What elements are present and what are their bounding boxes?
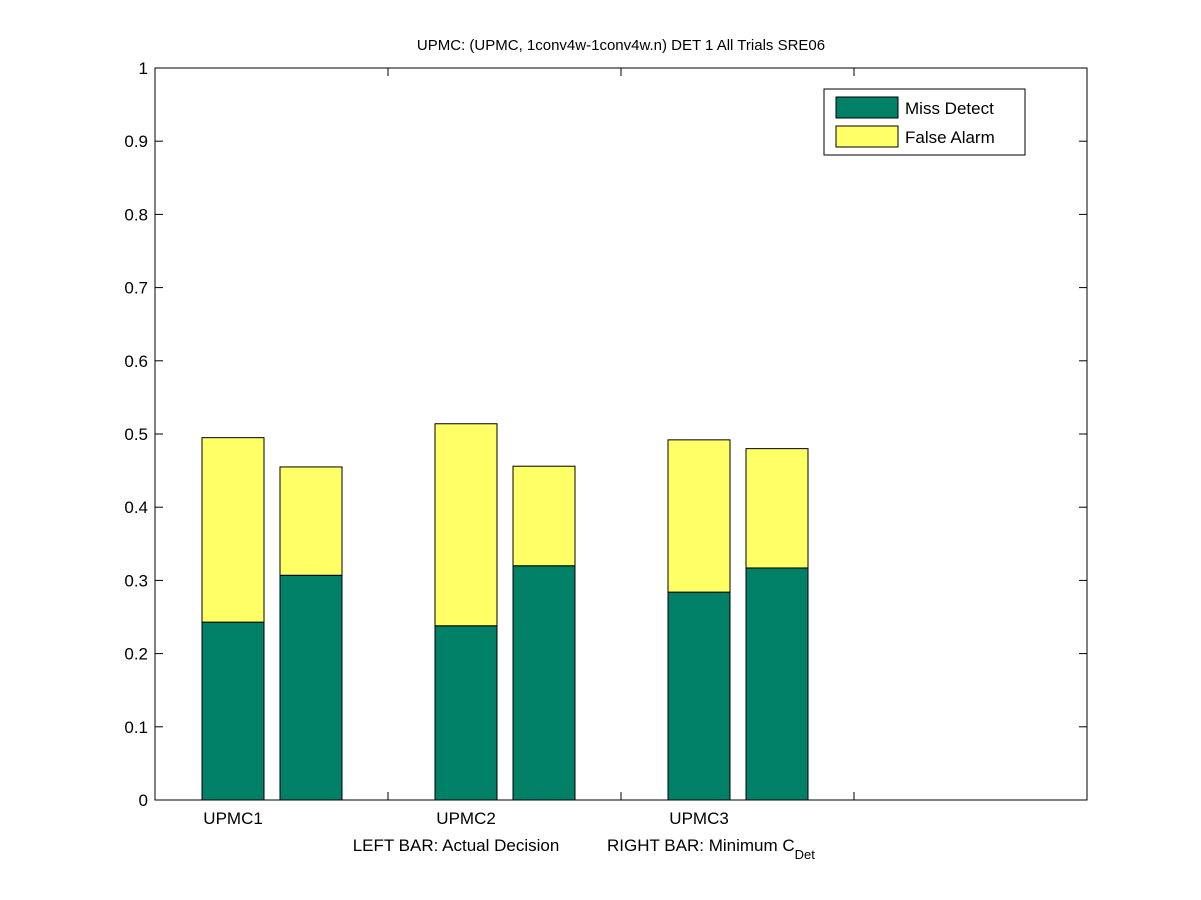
bar-left-false-alarm: [201, 437, 265, 623]
bar-right-false-alarm: [512, 465, 576, 567]
legend-swatch-fa: [835, 125, 899, 148]
y-tick-label: 0.8: [124, 205, 148, 224]
y-tick-label: 0.6: [124, 352, 148, 371]
x-label-left: LEFT BAR: Actual Decision: [353, 836, 560, 855]
y-tick-label: 1: [139, 59, 148, 78]
bar-left-miss-detect: [201, 621, 265, 801]
legend: Miss Detect False Alarm: [823, 88, 1026, 156]
y-tick-label: 0: [139, 791, 148, 810]
bar-right-false-alarm: [279, 466, 343, 576]
x-label-right-sub: Det: [795, 847, 816, 862]
bar-left-miss-detect: [434, 625, 498, 801]
x-tick-label: UPMC2: [436, 809, 496, 828]
y-tick-label: 0.1: [124, 718, 148, 737]
y-tick-label: 0.5: [124, 425, 148, 444]
bar-left-false-alarm: [667, 439, 731, 593]
y-axis: 0 0.1 0.2 0.3 0.4 0.5 0.6 0.7 0.8 0.9 1: [124, 59, 1087, 810]
legend-swatch-miss: [835, 96, 899, 119]
y-tick-label: 0.4: [124, 498, 148, 517]
bar-right-miss-detect: [279, 574, 343, 801]
x-tick-label: UPMC3: [669, 809, 729, 828]
y-tick-label: 0.2: [124, 645, 148, 664]
y-tick-label: 0.7: [124, 279, 148, 298]
bar-right-miss-detect: [745, 567, 809, 801]
legend-label-miss: Miss Detect: [905, 99, 994, 118]
x-label-right: RIGHT BAR: Minimum CDet: [607, 836, 815, 862]
bar-left-false-alarm: [434, 423, 498, 627]
chart-title: UPMC: (UPMC, 1conv4w-1conv4w.n) DET 1 Al…: [417, 37, 825, 54]
legend-label-fa: False Alarm: [905, 128, 995, 147]
x-label-right-main: RIGHT BAR: Minimum C: [607, 836, 795, 855]
bar-right-miss-detect: [512, 565, 576, 801]
x-tick-label: UPMC1: [203, 809, 263, 828]
bar-left-miss-detect: [667, 591, 731, 801]
bars: [201, 423, 809, 801]
y-tick-label: 0.9: [124, 132, 148, 151]
x-axis: UPMC1 UPMC2 UPMC3: [203, 68, 855, 828]
y-tick-label: 0.3: [124, 571, 148, 590]
bar-right-false-alarm: [745, 448, 809, 569]
